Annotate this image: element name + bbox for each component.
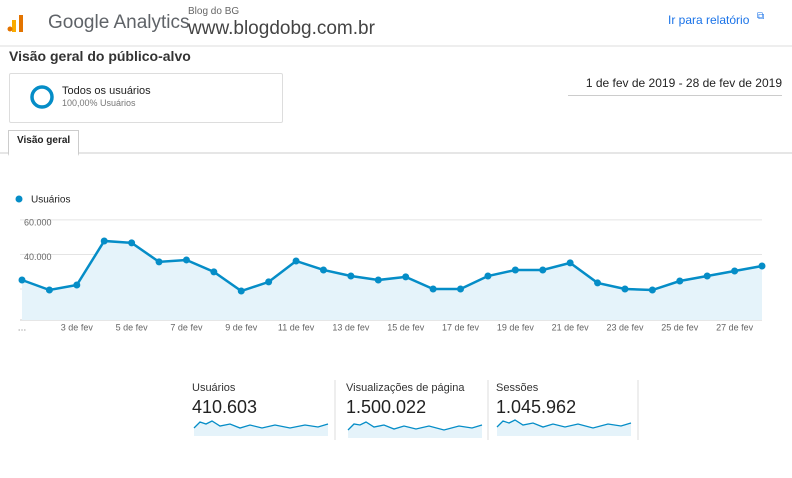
point xyxy=(265,278,273,286)
point xyxy=(731,267,739,275)
x-tick-label: 17 de fev xyxy=(442,322,480,332)
x-tick-label: 9 de fev xyxy=(225,322,258,332)
point xyxy=(676,277,684,285)
x-tick-label: 7 de fev xyxy=(170,322,203,332)
segment-detail: 100,00% Usuários xyxy=(62,98,136,108)
metric-value: 1.045.962 xyxy=(496,397,577,417)
x-tick-label: 13 de fev xyxy=(332,322,370,332)
point xyxy=(18,276,26,284)
line xyxy=(21,239,763,293)
point xyxy=(703,272,711,280)
product-name: Google Analytics xyxy=(48,12,190,33)
point xyxy=(45,286,53,294)
segment-icon xyxy=(30,85,54,109)
y-tick-label: 40.000 xyxy=(24,252,52,262)
point xyxy=(347,272,355,280)
point xyxy=(182,256,190,264)
x-tick-label: … xyxy=(18,322,27,332)
x-tick-label: 23 de fev xyxy=(606,322,644,332)
sparkline xyxy=(497,420,631,436)
report-title: Visão geral do público-alvo xyxy=(9,48,191,64)
metric-value: 410.603 xyxy=(192,397,258,417)
point xyxy=(648,286,656,294)
metric-label: Usuários xyxy=(192,382,236,394)
x-tick-label: 11 de fev xyxy=(278,322,315,332)
point xyxy=(758,262,766,270)
legend-dot xyxy=(15,195,23,203)
point xyxy=(374,276,382,284)
point xyxy=(539,266,547,274)
x-tick-label: 15 de fev xyxy=(387,322,425,332)
sparkline xyxy=(496,419,632,429)
point xyxy=(292,257,300,265)
metric-label: Sessões xyxy=(496,382,539,394)
x-tick-label: 25 de fev xyxy=(661,322,699,332)
point xyxy=(73,281,81,289)
x-tick-label: 3 de fev xyxy=(61,322,94,332)
point xyxy=(511,266,519,274)
area xyxy=(22,240,762,320)
point xyxy=(621,285,629,293)
point xyxy=(155,258,163,266)
point xyxy=(484,272,492,280)
point xyxy=(429,285,437,293)
segment-name: Todos os usuários xyxy=(62,85,151,97)
point xyxy=(210,268,218,276)
logo xyxy=(7,26,13,32)
logo xyxy=(12,20,16,32)
metric-value: 1.500.022 xyxy=(346,397,427,417)
tab[interactable]: Visão geral xyxy=(8,130,80,156)
property-name: Blog do BG xyxy=(188,6,240,17)
date-range[interactable]: 1 de fev de 2019 - 28 de fev de 2019 xyxy=(568,72,782,96)
property-url: www.blogdobg.com.br xyxy=(188,18,375,39)
logo xyxy=(19,15,23,32)
x-tick-label: 19 de fev xyxy=(497,322,535,332)
x-tick-label: 21 de fev xyxy=(552,322,590,332)
point xyxy=(319,266,327,274)
point xyxy=(128,239,136,247)
legend-label: Usuários xyxy=(31,195,70,206)
sparkline xyxy=(193,420,329,429)
point xyxy=(457,285,465,293)
report-link[interactable]: Ir para relatório xyxy=(668,13,750,27)
point xyxy=(594,279,602,287)
sparkline xyxy=(347,421,483,431)
sparkline xyxy=(348,422,482,438)
point xyxy=(566,259,574,267)
point xyxy=(100,237,108,245)
x-tick-label: 5 de fev xyxy=(116,322,149,332)
sparkline xyxy=(194,421,328,436)
metric-label: Visualizações de página xyxy=(346,382,465,394)
y-tick-label: 60.000 xyxy=(24,217,52,227)
x-tick-label: 27 de fev xyxy=(716,322,754,332)
point xyxy=(237,287,245,295)
external-icon: ⧉ xyxy=(757,11,765,22)
segment-box[interactable] xyxy=(9,73,283,123)
point xyxy=(402,273,410,281)
